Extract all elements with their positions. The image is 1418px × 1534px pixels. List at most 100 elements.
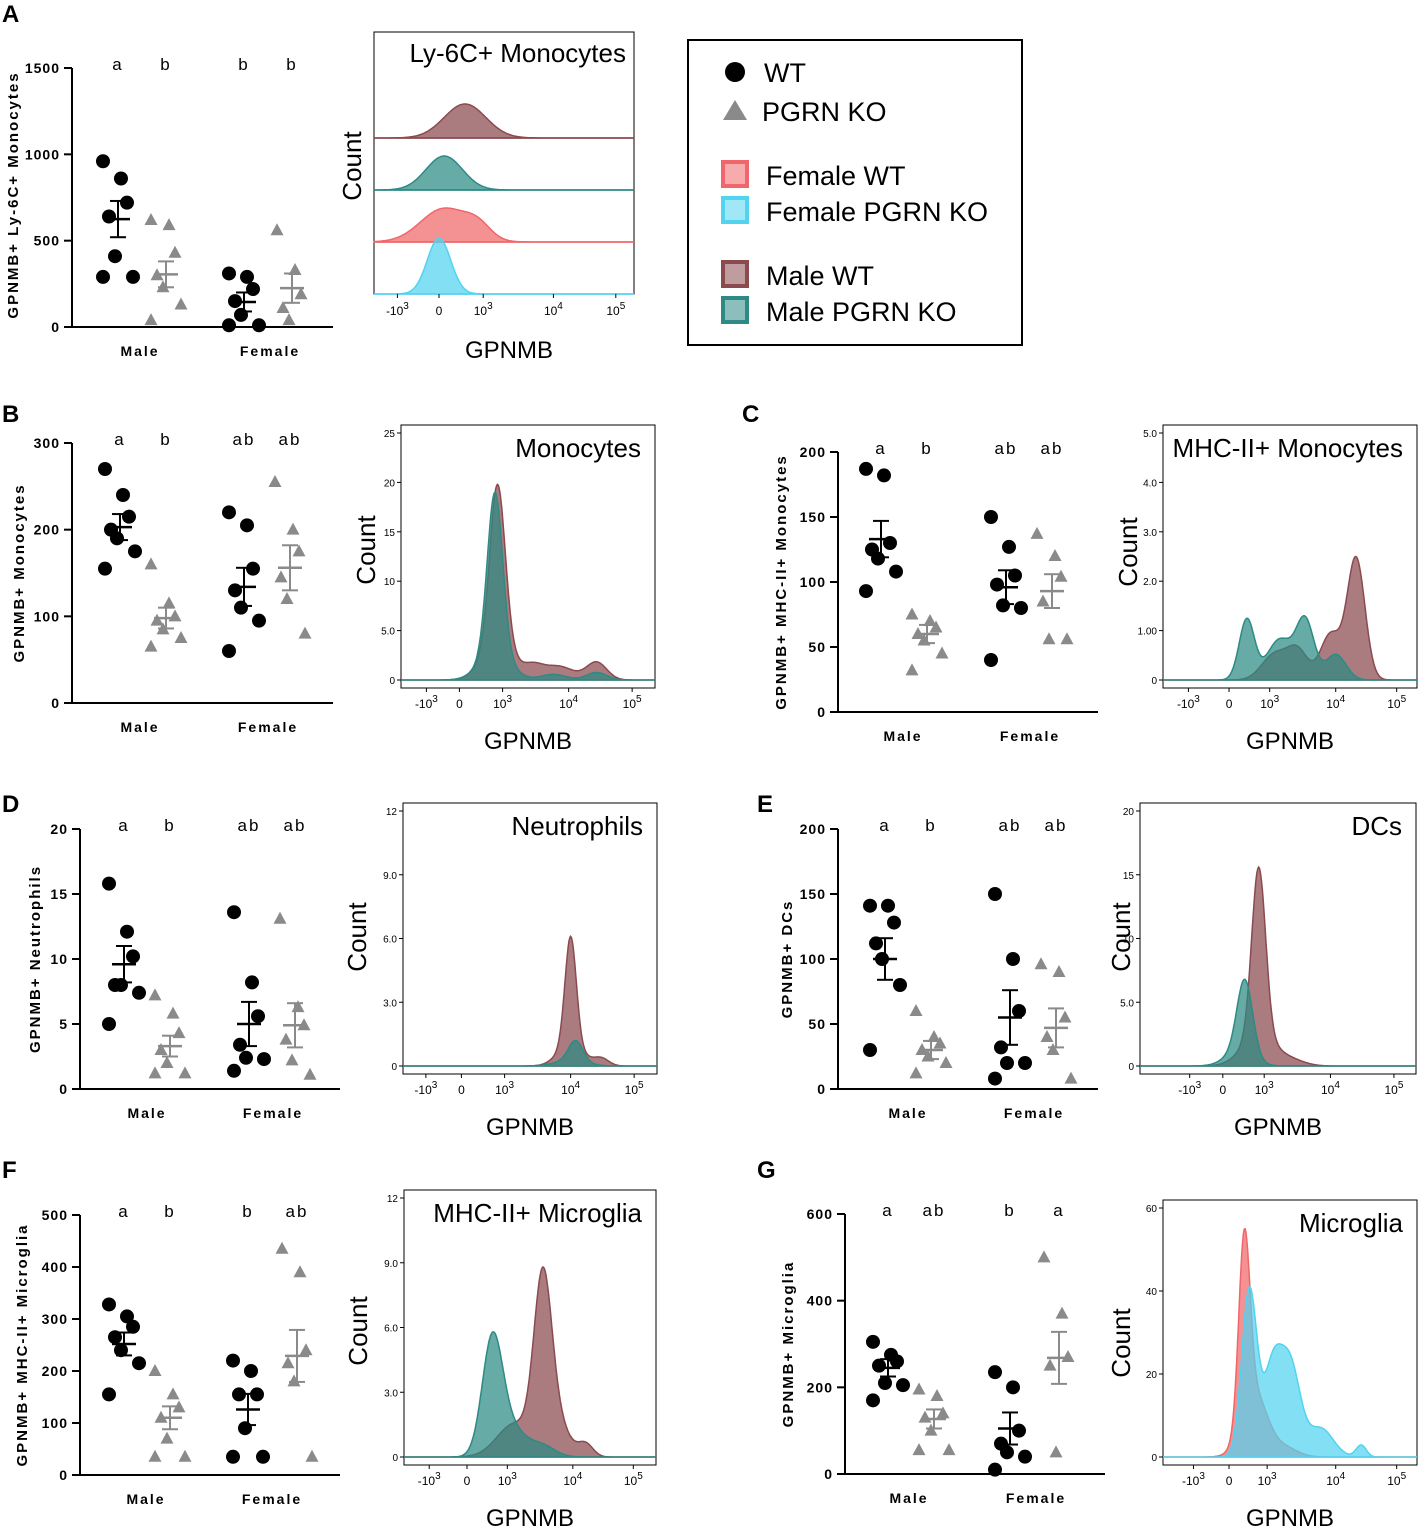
data-point	[238, 1421, 252, 1436]
data-point	[912, 1382, 926, 1395]
data-point	[132, 1356, 146, 1371]
data-point	[927, 1030, 941, 1042]
data-point	[1018, 1449, 1032, 1464]
data-point	[924, 1423, 938, 1436]
x-axis-label: GPNMB	[1246, 1505, 1334, 1532]
data-point	[994, 1040, 1008, 1055]
x-tick-label: 0	[436, 304, 443, 318]
x-axis-label: GPNMB	[486, 1114, 574, 1141]
x-category-label: Male	[888, 1105, 927, 1121]
data-point	[909, 1066, 923, 1079]
data-point	[234, 307, 248, 322]
y-tick-label: 15	[1123, 871, 1135, 882]
data-point	[890, 1354, 904, 1369]
data-point	[282, 313, 296, 326]
data-point	[889, 564, 903, 579]
y-tick-label: 9.0	[384, 1259, 398, 1270]
data-point	[222, 318, 236, 333]
y-axis-label: GPNMB+ Neutrophils	[27, 865, 44, 1053]
data-point	[148, 1364, 162, 1376]
y-tick-label: 200	[42, 1363, 68, 1379]
data-point	[918, 1410, 932, 1423]
significance-letter: ab	[279, 430, 302, 449]
histogram-series-male-pgrn-ko	[404, 1330, 656, 1458]
y-tick-label: 0	[1151, 1453, 1157, 1464]
histogram-title: Monocytes	[515, 433, 641, 463]
y-tick-label: 12	[387, 1194, 399, 1205]
x-category-label: Male	[883, 728, 922, 744]
panel-label-e: E	[757, 791, 773, 818]
significance-letter: b	[242, 1202, 253, 1221]
x-tick-label: -103	[1178, 1080, 1201, 1097]
data-point	[996, 598, 1010, 613]
x-axis-label: GPNMB	[465, 337, 553, 364]
y-tick-label: 20	[1146, 1370, 1158, 1381]
significance-letter: ab	[923, 1201, 946, 1220]
data-point	[178, 1066, 192, 1079]
data-point	[988, 1071, 1002, 1086]
y-tick-label: 0	[391, 1062, 397, 1073]
data-point	[226, 1353, 240, 1368]
y-tick-label: 12	[386, 807, 398, 818]
y-tick-label: 10	[384, 577, 396, 588]
y-tick-label: 20	[50, 821, 68, 837]
y-tick-label: 6.0	[384, 1324, 398, 1335]
data-point	[108, 1330, 122, 1345]
data-point	[233, 1037, 247, 1052]
data-point	[240, 518, 254, 533]
significance-letter: ab	[995, 439, 1018, 458]
data-point	[102, 876, 116, 891]
y-tick-label: 60	[1146, 1204, 1158, 1215]
panel-label-f: F	[2, 1157, 17, 1184]
data-point	[1018, 1056, 1032, 1070]
data-point	[1052, 965, 1066, 977]
x-tick-label: 0	[1226, 697, 1233, 711]
significance-letter: ab	[1045, 816, 1068, 835]
data-point	[110, 531, 124, 546]
data-point	[1040, 1030, 1054, 1042]
panel-label-b: B	[2, 401, 19, 428]
histogram-e: 0 5.0 10 15 20 -103 0 103 104 105 DCs Count GPNMB	[1106, 802, 1417, 1141]
significance-letter: ab	[233, 430, 256, 449]
x-category-label: Male	[126, 1491, 165, 1507]
data-point	[285, 1053, 299, 1066]
data-point	[222, 266, 236, 281]
significance-letter: a	[112, 55, 123, 74]
y-axis-label: GPNMB+ Ly-6C+ Monocytes	[5, 71, 22, 318]
data-point	[299, 1343, 313, 1356]
data-point	[245, 975, 259, 990]
y-tick-label: 5.0	[1120, 998, 1134, 1009]
x-tick-label: 104	[1326, 694, 1345, 711]
plot-frame	[402, 802, 658, 1075]
legend-ko-marker	[723, 100, 747, 120]
legend: WT PGRN KO Female WT Female PGRN KO Male WT M…	[687, 39, 1023, 346]
y-tick-label: 150	[800, 886, 826, 902]
x-category-label: Male	[127, 1105, 166, 1121]
data-point	[246, 282, 260, 297]
y-tick-label: 400	[42, 1259, 68, 1275]
x-category-label: Female	[1006, 1490, 1066, 1506]
data-point	[222, 644, 236, 658]
histogram-g: 0 20 40 60 -103 0 103 104 105 Microglia Count GPNMB	[1106, 1199, 1418, 1532]
y-axis-label: GPNMB+ Monocytes	[11, 483, 28, 662]
data-point	[871, 551, 885, 566]
x-tick-label: 103	[474, 301, 493, 318]
data-point	[122, 509, 136, 524]
data-point	[869, 936, 883, 951]
data-point	[126, 269, 140, 284]
data-point	[1002, 539, 1016, 554]
histogram-title: MHC-II+ Monocytes	[1173, 433, 1403, 463]
data-point	[128, 544, 142, 559]
data-point	[1034, 957, 1048, 970]
y-axis-label: Count	[343, 1296, 373, 1366]
x-tick-label: 103	[498, 1471, 517, 1488]
x-category-label: Female	[238, 719, 298, 735]
data-point	[1064, 1071, 1078, 1084]
x-category-label: Male	[120, 343, 159, 359]
data-point	[912, 1443, 926, 1456]
panel-label-d: D	[2, 791, 19, 818]
data-point	[905, 663, 919, 676]
y-tick-label: 1000	[25, 146, 60, 162]
y-tick-label: 300	[34, 435, 60, 451]
y-tick-label: 200	[800, 444, 826, 460]
